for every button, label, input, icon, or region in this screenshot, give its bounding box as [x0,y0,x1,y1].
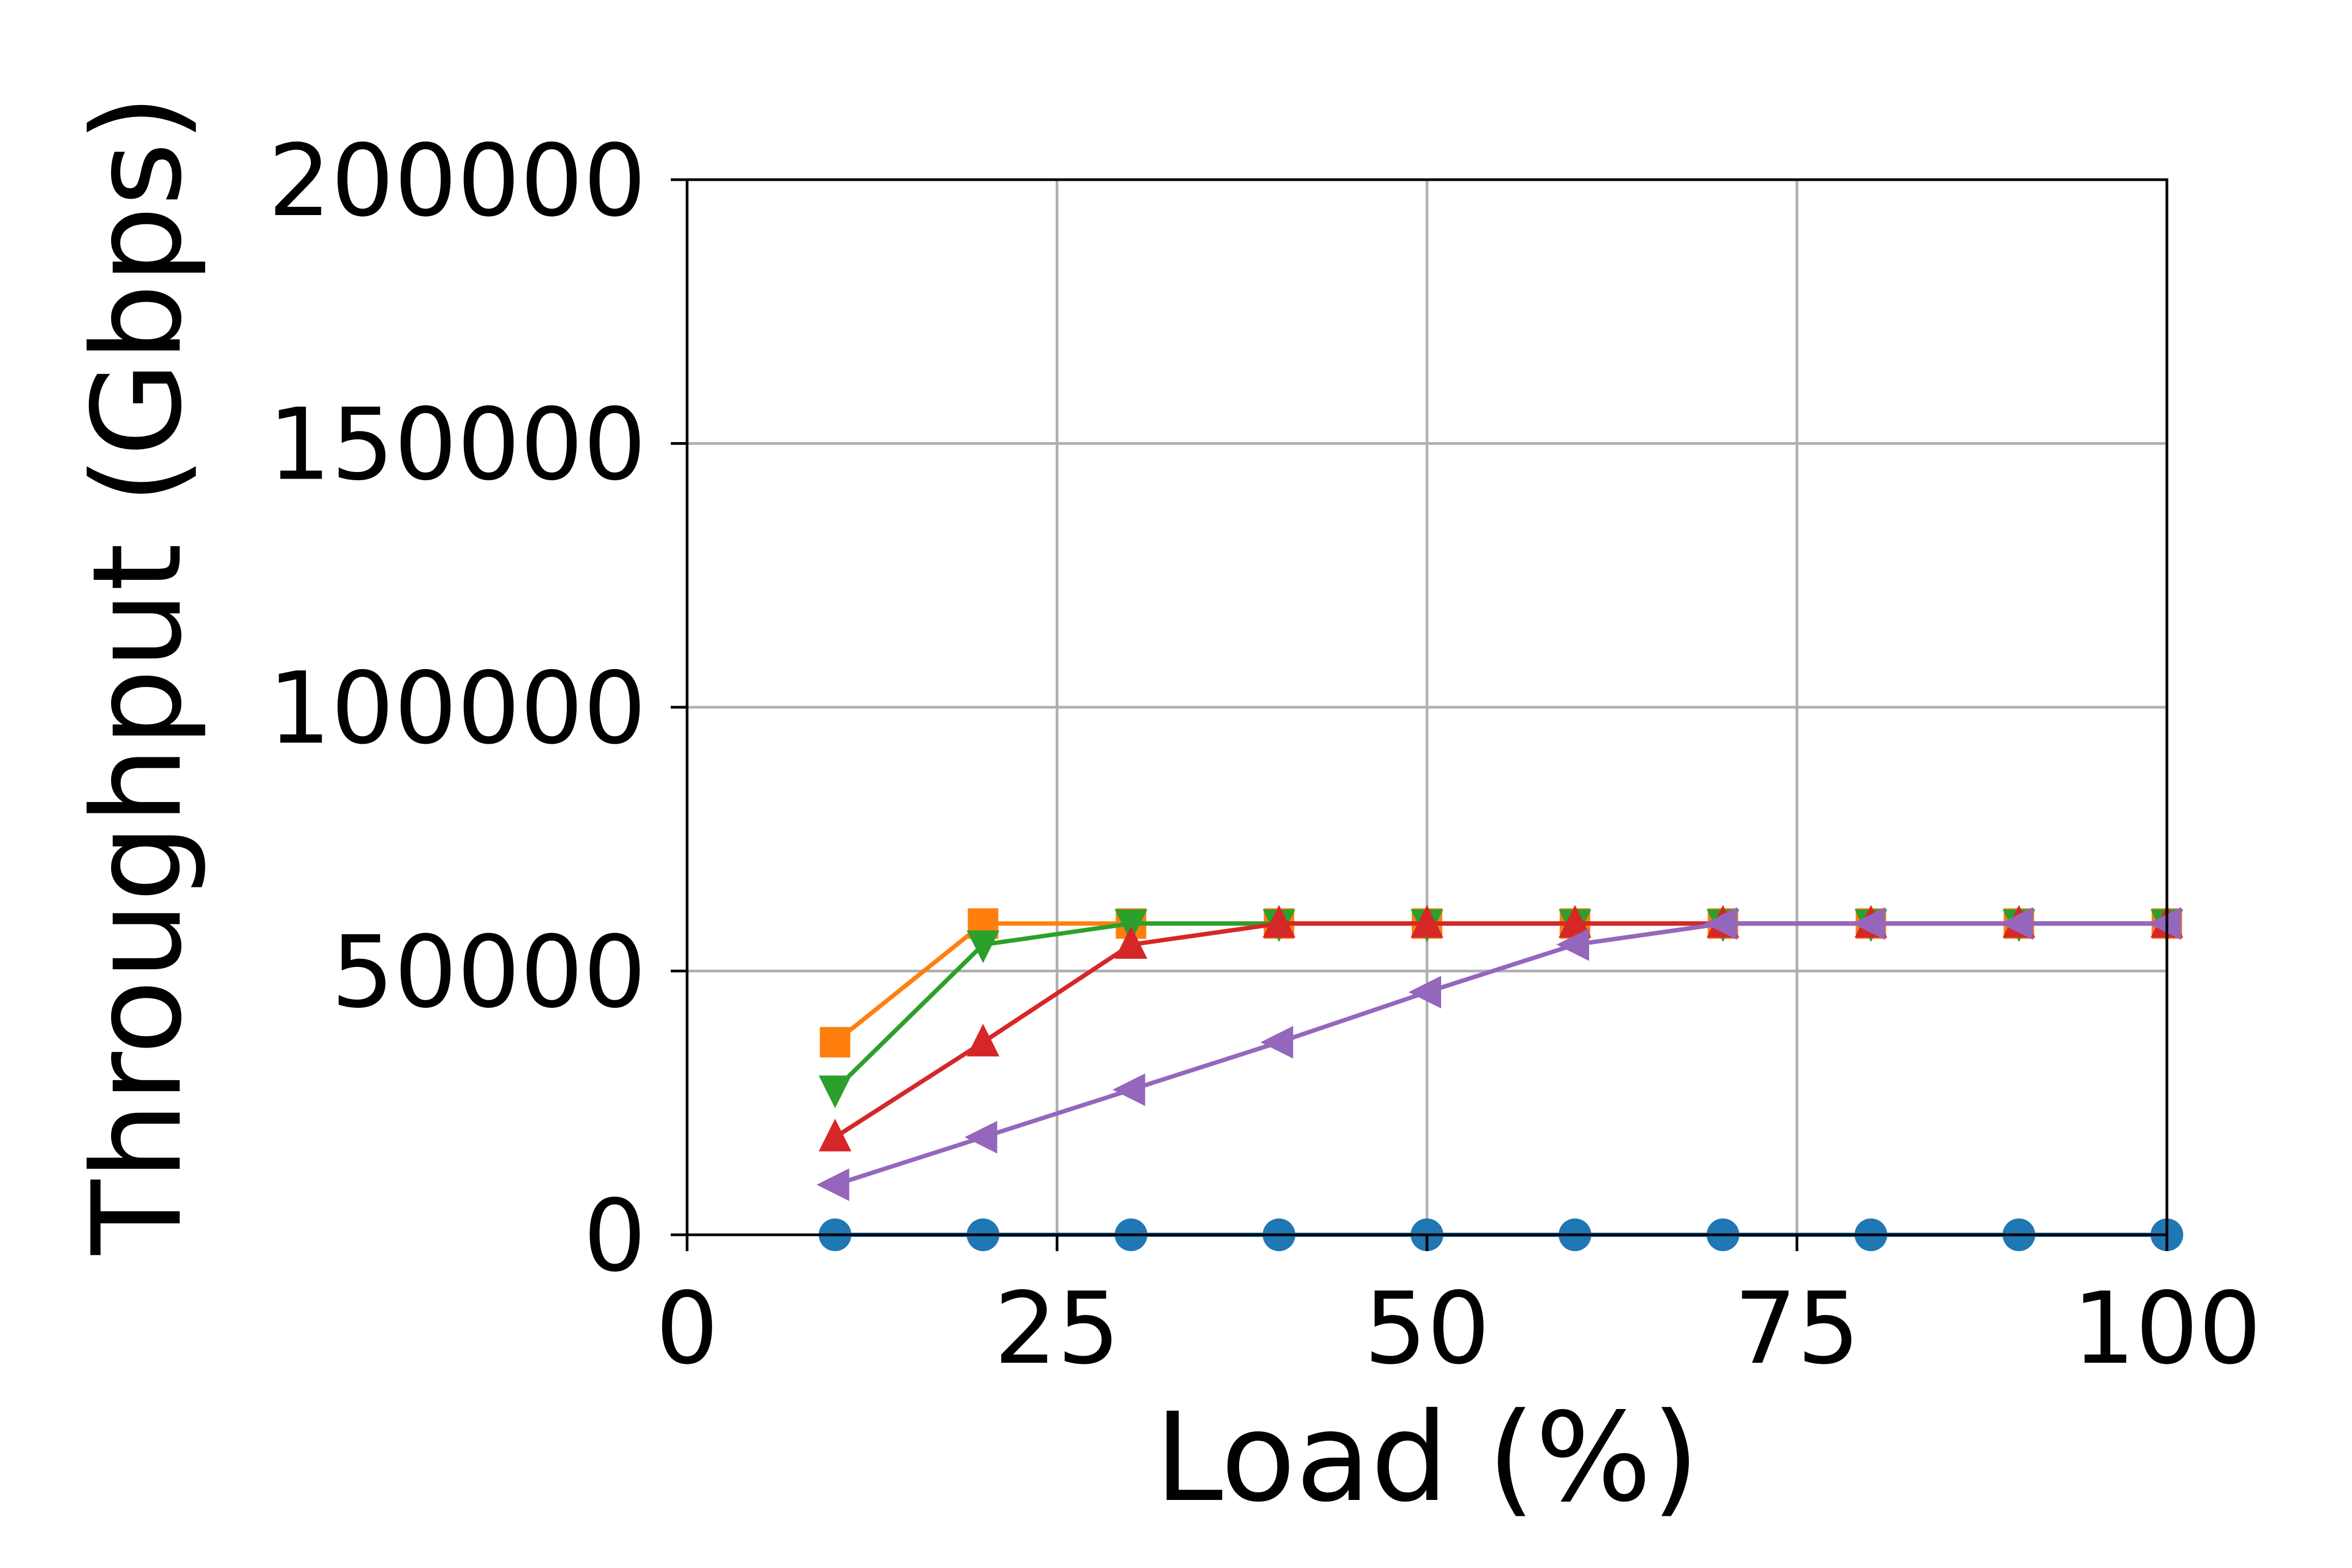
data-point [1852,907,1885,940]
data-point [1556,928,1589,961]
data-point [1260,1026,1294,1059]
data-point [816,1168,849,1201]
x-tick-label: 75 [1734,1271,1860,1386]
data-point [1114,926,1148,959]
data-point [1558,905,1591,938]
x-axis-label: Load (%) [1155,1387,1700,1529]
y-tick-label: 150000 [268,387,646,503]
data-point [1114,909,1148,942]
y-tick-label: 100000 [268,651,646,766]
x-tick-label: 0 [656,1271,719,1386]
y-tick-label: 50000 [331,915,646,1030]
tick-layer: 0 25 50 75 100 0 50000 100000 150000 200000 [268,123,2261,1386]
data-point [1408,976,1441,1009]
y-axis-label: Throughput (Gbps) [66,94,209,1255]
x-tick-label: 100 [2072,1271,2261,1386]
data-point [1112,1073,1146,1106]
data-point [818,1075,852,1108]
data-point [819,1027,850,1058]
data-point [966,930,1000,964]
series-4 [816,907,2181,1201]
data-point [2148,907,2181,940]
data-point [1263,905,1296,938]
data-point [2000,907,2033,940]
data-point [1704,907,1737,940]
grid [687,180,2167,1235]
y-tick-label: 0 [583,1178,646,1294]
x-tick-label: 50 [1364,1271,1490,1386]
data-point [966,1024,1000,1057]
data-point [964,1120,997,1154]
series-line [834,921,2167,1187]
data-point [818,1118,852,1152]
y-tick-label: 200000 [268,123,646,238]
data-point [1411,905,1443,938]
x-tick-label: 25 [994,1271,1120,1386]
